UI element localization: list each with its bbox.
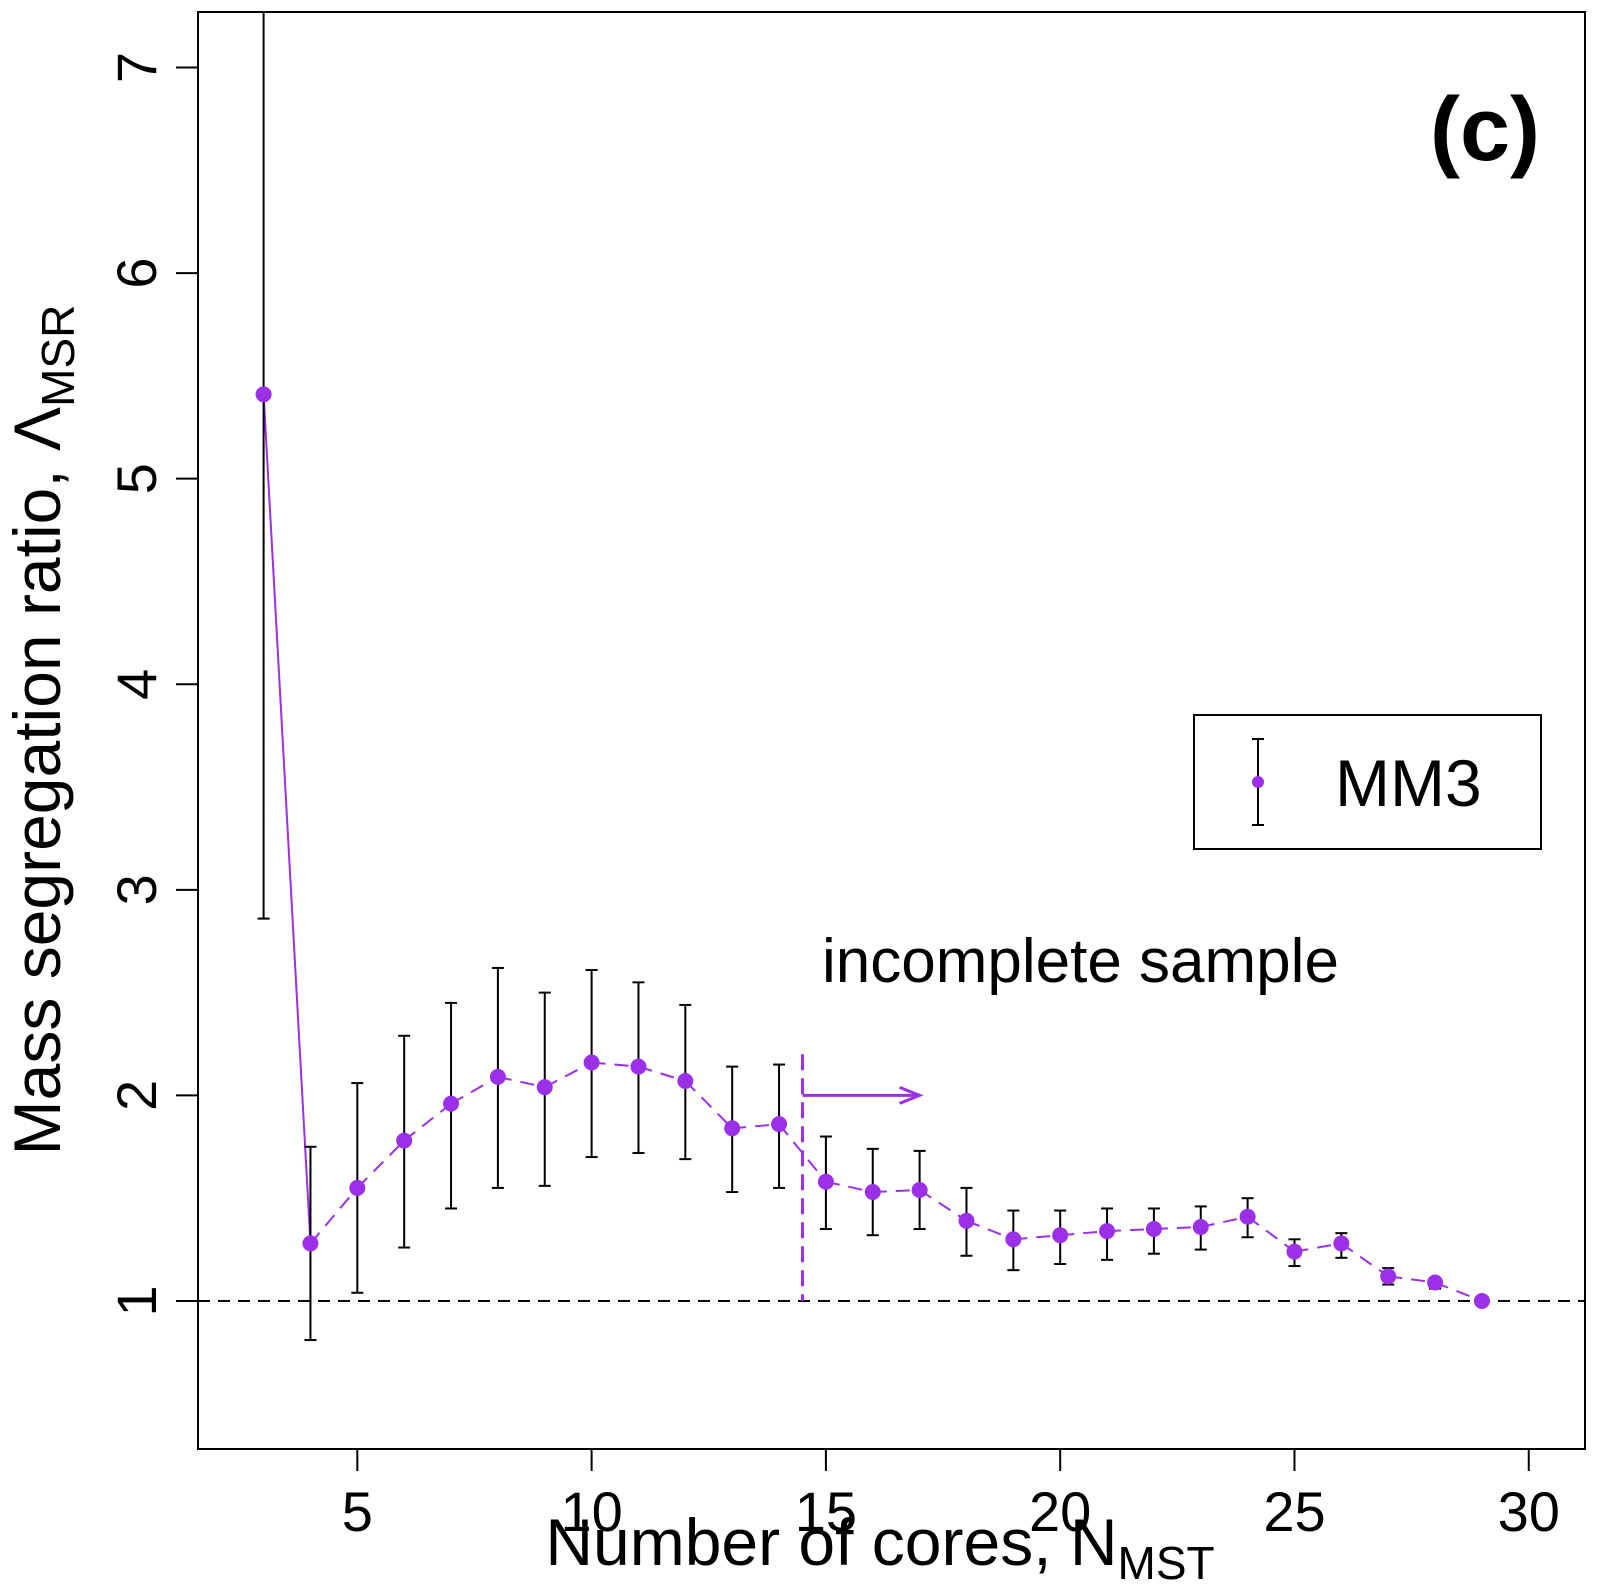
data-point-11 [630, 1058, 647, 1075]
data-layer [198, 11, 1585, 1342]
series-segment-4-5 [309, 1187, 359, 1245]
y-axis-label-main: Mass segregation ratio, Λ [0, 407, 74, 1155]
x-tick-label-10: 10 [560, 1480, 622, 1543]
data-point-7 [443, 1095, 460, 1112]
y-tick-label-5: 5 [105, 463, 168, 494]
legend-marker [1252, 776, 1264, 788]
data-point-23 [1192, 1218, 1209, 1235]
y-tick-label-3: 3 [105, 874, 168, 905]
data-point-29 [1473, 1292, 1490, 1309]
data-point-25 [1286, 1243, 1303, 1260]
data-point-16 [864, 1184, 881, 1201]
panel-label: (c) [1430, 80, 1540, 180]
data-point-4 [302, 1235, 319, 1252]
series-segment-5-6 [356, 1139, 405, 1189]
x-tick-label-15: 15 [795, 1480, 857, 1543]
series-segment-24-25 [1247, 1215, 1296, 1253]
legend: MM3 [1193, 714, 1542, 850]
x-tick-label-30: 30 [1498, 1480, 1560, 1543]
data-point-3 [255, 386, 272, 403]
data-point-26 [1333, 1235, 1350, 1252]
data-point-27 [1380, 1268, 1397, 1285]
y-tick-label-7: 7 [105, 52, 168, 83]
data-point-10 [583, 1054, 600, 1071]
series-segment-28-29 [1434, 1281, 1483, 1302]
series-segment-14-15 [778, 1123, 827, 1183]
data-point-19 [1005, 1231, 1022, 1248]
y-axis-label-sub: MSR [32, 305, 84, 407]
data-point-20 [1052, 1227, 1069, 1244]
series-segment-7-8 [450, 1076, 499, 1105]
y-tick-label-2: 2 [105, 1080, 168, 1111]
y-tick-label-1: 1 [105, 1285, 168, 1316]
series-segment-11-12 [638, 1065, 686, 1082]
data-point-15 [817, 1173, 834, 1190]
incomplete-arrow-head [899, 1086, 924, 1105]
plot-frame [197, 11, 1586, 1450]
data-point-14 [771, 1116, 788, 1133]
x-tick-label-25: 25 [1263, 1480, 1325, 1543]
data-point-9 [536, 1079, 553, 1096]
data-point-18 [958, 1212, 975, 1229]
data-point-21 [1099, 1223, 1116, 1240]
series-segment-12-13 [684, 1080, 733, 1130]
data-point-24 [1239, 1208, 1256, 1225]
series-segment-6-7 [403, 1102, 452, 1142]
data-point-5 [349, 1179, 366, 1196]
series-segment-18-19 [966, 1219, 1014, 1241]
data-point-12 [677, 1073, 694, 1090]
annotation-incomplete-sample: incomplete sample [822, 927, 1339, 996]
x-tick-label-20: 20 [1029, 1480, 1091, 1543]
data-point-6 [396, 1132, 413, 1149]
y-axis-label: Mass segregation ratio, ΛMSR [0, 305, 84, 1156]
x-axis-label-main: Number of cores, N [545, 1505, 1117, 1579]
legend-box [1193, 714, 1542, 850]
data-point-8 [489, 1068, 506, 1085]
axes-layer: 5 10 15 20 25 30 1 2 3 4 5 6 7 [105, 52, 1560, 1543]
series-segment-9-10 [544, 1061, 593, 1089]
data-point-28 [1427, 1274, 1444, 1291]
y-tick-label-4: 4 [105, 669, 168, 700]
x-tick-label-5: 5 [342, 1480, 373, 1543]
series-segment-17-18 [919, 1189, 968, 1222]
series-segment-3-4 [262, 394, 312, 1244]
x-axis-label-sub: MST [1118, 1537, 1215, 1584]
legend-label-mm3: MM3 [1335, 746, 1482, 820]
data-point-22 [1145, 1221, 1162, 1238]
data-point-17 [911, 1181, 928, 1198]
x-axis-label: Number of cores, NMST [545, 1505, 1214, 1584]
series-segment-26-27 [1340, 1242, 1389, 1278]
data-point-13 [724, 1120, 741, 1137]
y-tick-label-6: 6 [105, 258, 168, 289]
